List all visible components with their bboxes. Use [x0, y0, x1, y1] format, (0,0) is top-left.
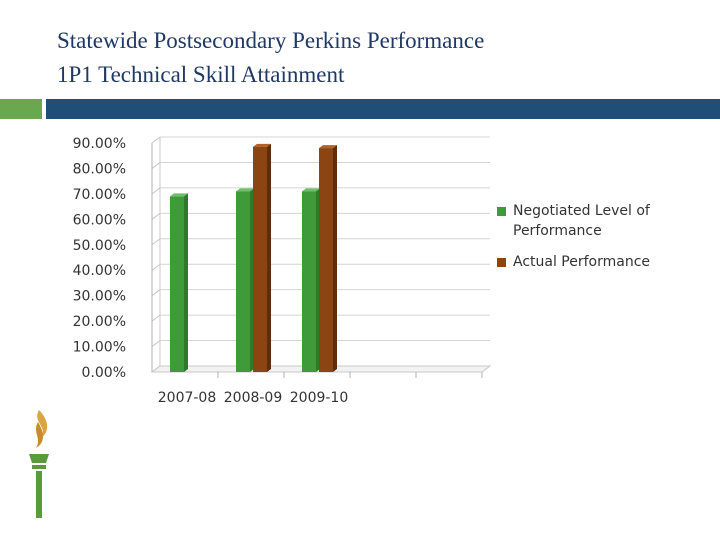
legend-swatch [497, 207, 506, 216]
bar [253, 146, 267, 372]
y-tick-label: 80.00% [73, 161, 126, 177]
gridline-depth [151, 340, 161, 347]
y-tick-label: 0.00% [82, 365, 126, 381]
legend-label: Actual Performance [513, 254, 650, 270]
legend-swatch [497, 258, 506, 267]
accent-bar-blue [46, 99, 720, 119]
gridline-depth [151, 263, 161, 271]
y-tick-label: 90.00% [73, 136, 126, 152]
y-tick-label: 40.00% [73, 263, 126, 279]
gridline-depth [151, 289, 161, 297]
bar-top [236, 188, 254, 192]
title-line-2: 1P1 Technical Skill Attainment [57, 62, 345, 87]
y-tick-label: 30.00% [73, 289, 126, 305]
slide-title: Statewide Postsecondary Perkins Performa… [57, 24, 484, 92]
gridline-depth [151, 314, 161, 322]
accent-bar-green [0, 99, 42, 119]
gridline-depth [151, 212, 161, 220]
gridline-depth [151, 162, 161, 169]
gridline-depth [151, 238, 161, 246]
bar-side [267, 143, 271, 372]
gridline-depth [151, 187, 161, 195]
title-line-1: Statewide Postsecondary Perkins Performa… [57, 28, 485, 53]
bar-top [170, 193, 188, 197]
bar [302, 191, 316, 372]
bar [319, 148, 333, 372]
x-tick-label: 2008-09 [224, 390, 283, 406]
bar-top [319, 145, 337, 149]
gridline-depth [151, 136, 161, 144]
y-tick-label: 50.00% [73, 238, 126, 254]
bar [170, 196, 184, 372]
bar-chart: 0.00% 10.00% 20.00% 30.00% 40.00% 50.00% 60.00… [73, 136, 651, 406]
x-tick-label: 2007-08 [158, 390, 217, 406]
y-tick-label: 20.00% [73, 314, 126, 330]
bar-top [253, 143, 271, 147]
torch-logo-icon [29, 410, 49, 518]
bar [236, 191, 250, 372]
bar-side [333, 145, 337, 372]
bar-side [184, 193, 188, 372]
y-tick-label: 70.00% [73, 187, 126, 203]
bar-top [302, 188, 320, 192]
x-tick-label: 2009-10 [290, 390, 349, 406]
legend-label: Negotiated Level of Performance [513, 203, 651, 239]
y-tick-label: 60.00% [73, 212, 126, 228]
y-tick-label: 10.00% [73, 340, 126, 356]
